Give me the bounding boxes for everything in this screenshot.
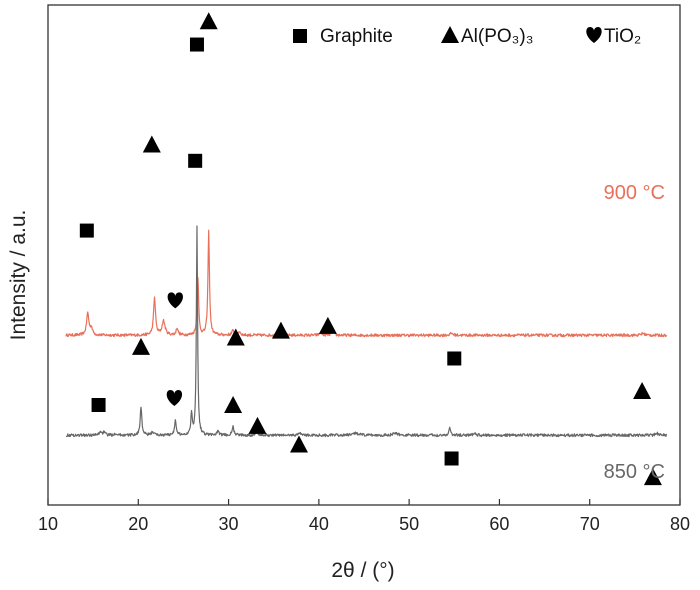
x-tick-label: 40 <box>309 514 329 534</box>
peak-marker-triangle-s0-5 <box>226 328 245 346</box>
series-line-1 <box>65 225 668 438</box>
peak-marker-square-s0-0 <box>79 223 94 238</box>
peak-marker-triangle-s0-9 <box>633 382 652 400</box>
legend: Graphite Al(PO₃)₃ TiO₂ <box>293 26 641 47</box>
legend-triangle-mark <box>441 26 459 43</box>
peak-marker-triangle-s1-6 <box>289 435 308 453</box>
x-tick-label: 80 <box>670 514 690 534</box>
peak-marker-heart-s0-2 <box>167 292 183 309</box>
x-tick-label: 60 <box>489 514 509 534</box>
peak-marker-triangle-s1-1 <box>131 337 150 355</box>
y-axis-title: Intensity / a.u. <box>7 210 30 341</box>
legend-marks <box>293 26 602 43</box>
peak-marker-layer <box>79 12 662 486</box>
peak-marker-square-s1-0 <box>91 398 106 412</box>
peak-marker-square-s0-8 <box>447 351 462 366</box>
series-line-0 <box>65 229 668 338</box>
legend-label-tio2: TiO₂ <box>604 26 641 47</box>
plot-border <box>47 4 681 506</box>
peak-marker-square-s0-3 <box>188 153 203 168</box>
x-tick-label: 70 <box>580 514 600 534</box>
x-axis-title: 2θ / (°) <box>331 559 394 582</box>
peak-marker-triangle-s0-7 <box>318 316 337 334</box>
peak-marker-triangle-s1-5 <box>248 416 267 434</box>
legend-heart-mark <box>586 27 602 43</box>
peak-marker-triangle-s1-8 <box>643 468 662 486</box>
peak-marker-triangle-s1-4 <box>224 396 243 413</box>
peak-marker-triangle-s0-1 <box>142 135 161 153</box>
x-tick-label: 30 <box>219 514 239 534</box>
peak-marker-square-s1-7 <box>444 451 459 466</box>
legend-label-graphite: Graphite <box>320 26 393 47</box>
plot-frame: 10 20 30 40 50 60 70 80 <box>38 4 690 534</box>
peak-marker-triangle-s0-6 <box>271 321 290 339</box>
x-tick-label: 20 <box>128 514 148 534</box>
x-tick-label: 50 <box>399 514 419 534</box>
peak-marker-triangle-s0-4 <box>199 12 218 30</box>
x-tick-label: 10 <box>38 514 58 534</box>
legend-label-alpo3: Al(PO₃)₃ <box>461 26 533 47</box>
peak-marker-heart-s1-2 <box>166 390 183 407</box>
legend-square-mark <box>293 29 307 43</box>
peak-marker-square-s1-3 <box>189 37 204 52</box>
series-layer <box>65 225 668 438</box>
series-label-900: 900 °C <box>604 182 665 204</box>
series-label-850: 850 °C <box>604 461 665 483</box>
